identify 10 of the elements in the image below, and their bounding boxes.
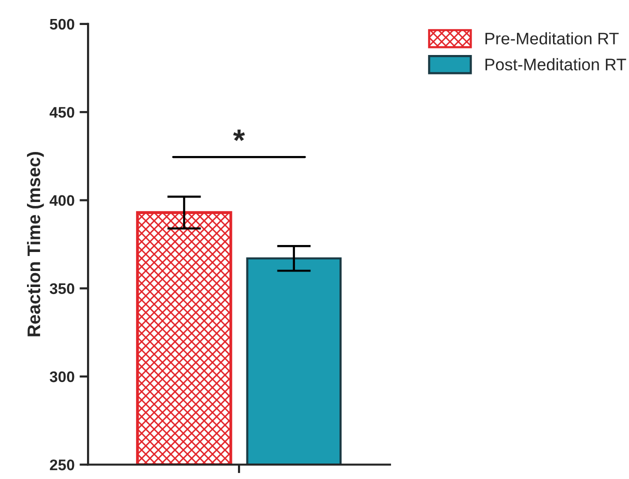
annotation: * bbox=[233, 130, 245, 142]
y-tick-label: 400 bbox=[50, 195, 74, 206]
y-tick-label: 350 bbox=[50, 283, 74, 294]
y-tick-label: 450 bbox=[50, 106, 74, 118]
y-tick-label: 250 bbox=[50, 460, 74, 470]
legend-label: Pre-Meditation RT bbox=[486, 32, 619, 44]
y-tick-label: 500 bbox=[50, 18, 74, 30]
y-axis-title: Reaction Time (msec) bbox=[26, 152, 44, 336]
y-tick-label: 300 bbox=[50, 371, 74, 382]
legend-label: Post-Meditation RT bbox=[486, 58, 626, 70]
